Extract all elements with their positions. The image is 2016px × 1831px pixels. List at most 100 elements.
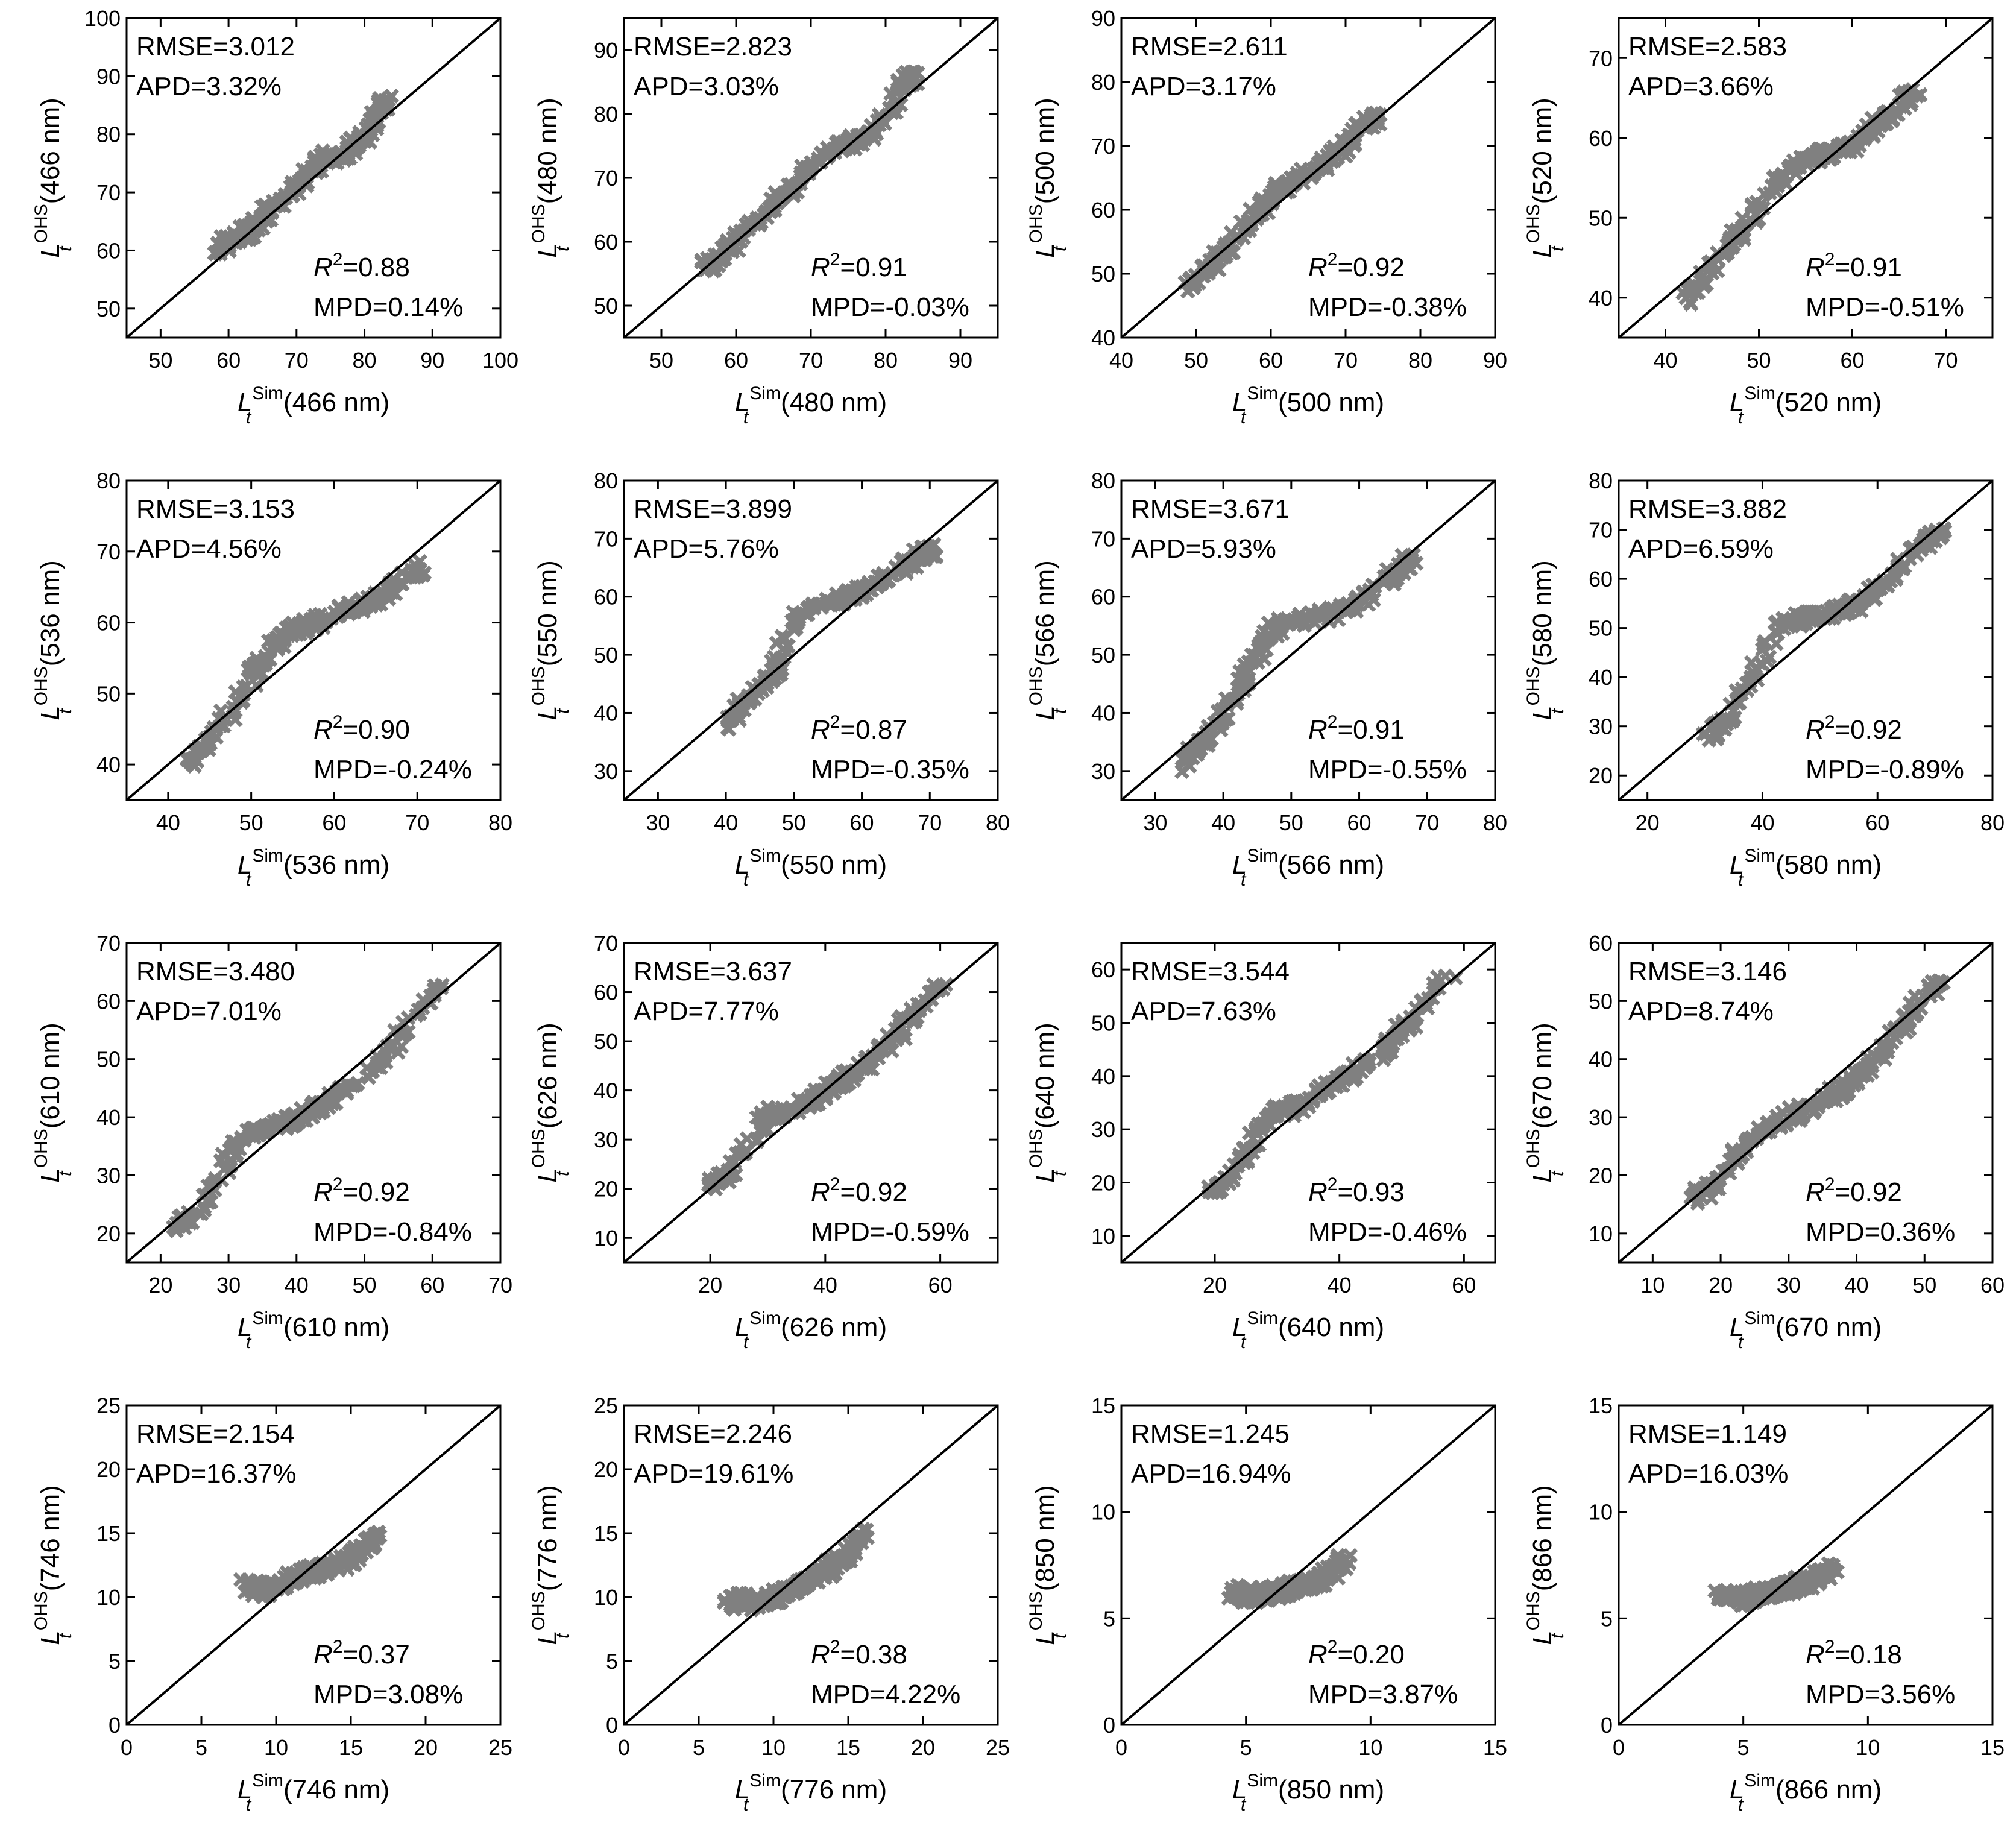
data-point [1703,254,1718,269]
y-axis-label-symbol: L [1030,705,1060,720]
x-axis-label: LSim(550 nm) [735,846,887,880]
data-point [694,253,710,268]
x-tick-label: 20 [1709,1273,1733,1297]
r2-value: =0.91 [1835,253,1901,282]
x-axis-label-symbol: L [238,388,252,417]
panel-626-nm: 20 40 60 10 20 30 40 50 60 70 RMSE=3.637 APD=7.77% R… [529,931,999,1352]
x-axis-label: LSim(850 nm) [1232,1771,1384,1804]
one-to-one-line [623,479,999,801]
mpd-annotation: MPD=-0.89% [1806,755,1964,784]
y-tick-label: 20 [1589,1163,1613,1188]
data-point [381,591,397,607]
mpd-annotation: MPD=0.14% [313,292,463,322]
x-axis-label-subscript: t [246,870,252,890]
y-axis-label: LOHS(626 nm) [529,1023,562,1183]
axes-frame [623,942,999,1264]
data-point [772,655,787,670]
y-tick-label: 20 [96,1457,121,1482]
data-point [1864,1064,1880,1080]
r2-exponent: 2 [830,250,840,269]
x-tick-label: 40 [285,1273,309,1297]
y-axis-label-subscript: t [1548,245,1567,251]
y-tick-label: 80 [594,468,618,493]
y-axis-label-symbol: L [533,1168,562,1182]
rmse-annotation: RMSE=3.012 [136,32,295,61]
y-axis-label-band: (520 nm) [1528,98,1557,204]
x-tick-label: 70 [799,348,823,373]
y-tick-label: 30 [594,1127,618,1152]
x-tick-label: 50 [1912,1273,1936,1297]
data-point [1342,1064,1358,1080]
y-axis-label-subscript: t [553,1170,573,1176]
r2-annotation: R2=0.37 [313,1637,410,1669]
x-tick-label: 70 [405,810,429,835]
apd-annotation: APD=5.76% [634,534,779,564]
x-axis-label-subscript: t [1738,408,1744,427]
y-axis-label-band: (566 nm) [1030,560,1060,666]
r2-symbol: R [811,253,830,282]
y-tick-label: 40 [96,752,121,777]
x-axis-label: LSim(500 nm) [1232,383,1384,417]
mpd-annotation: MPD=4.22% [811,1680,960,1709]
data-point [319,610,335,626]
x-tick-label: 10 [264,1735,288,1760]
y-tick-label: 40 [594,701,618,725]
x-axis-label-symbol: L [1730,850,1744,880]
y-tick-label: 80 [96,468,121,493]
panel-566-nm: 30 40 50 60 70 80 30 40 50 60 70 80 RMSE=3.671 APD=5.… [1026,468,1507,890]
data-point [1900,1011,1915,1026]
data-point [1754,641,1770,657]
x-axis-label-band: (640 nm) [1278,1313,1384,1342]
x-tick-label: 20 [1636,810,1660,835]
data-point [1852,138,1868,153]
data-point [1788,166,1804,181]
panel-480-nm: 50 60 70 80 90 50 60 70 80 90 RMSE=2.823 APD=3.03% R… [529,17,999,427]
r2-symbol: R [1806,715,1825,745]
data-point [1346,596,1361,612]
x-tick-label: 40 [156,810,180,835]
x-tick-label: 90 [1483,348,1507,373]
data-point [256,207,271,222]
x-axis-label-superscript: Sim [1247,383,1278,403]
x-axis-label-superscript: Sim [1744,846,1775,866]
y-tick-label: 50 [1091,1011,1115,1036]
x-axis-label-symbol: L [1730,1313,1744,1342]
r2-value: =0.91 [1337,715,1404,745]
data-point [1195,736,1211,751]
x-axis-label-symbol: L [1232,1313,1247,1342]
y-tick-label: 50 [96,297,121,321]
y-axis-label-group: LOHS(626 nm)t [529,1023,573,1183]
y-tick-label: 60 [1589,931,1613,956]
y-tick-label: 90 [594,38,618,63]
data-point [1736,218,1752,233]
one-to-one-line [1618,479,1994,801]
data-point [1740,1131,1756,1147]
y-tick-label: 40 [96,1105,121,1130]
x-tick-label: 40 [1750,810,1774,835]
y-tick-label: 80 [96,122,121,147]
data-point [358,121,374,136]
data-point [1865,577,1880,593]
y-tick-label: 50 [594,643,618,667]
data-point [1292,606,1308,622]
y-tick-label: 30 [1091,759,1115,784]
x-axis-label-band: (520 nm) [1775,388,1882,417]
y-tick-label: 25 [96,1393,121,1418]
data-point [1369,116,1384,131]
r2-annotation: R2=0.91 [1806,250,1902,282]
y-axis-label: LOHS(746 nm) [31,1485,65,1645]
data-point [774,629,790,644]
apd-annotation: APD=16.03% [1628,1459,1788,1489]
data-point [203,1178,219,1194]
y-axis-label-group: LOHS(550 nm)t [529,560,573,720]
r2-annotation: R2=0.92 [1806,1174,1902,1207]
mpd-annotation: MPD=3.56% [1806,1680,1955,1709]
x-tick-label: 50 [353,1273,377,1297]
data-point [1786,153,1801,168]
r2-exponent: 2 [1825,712,1835,732]
y-axis-label-band: (580 nm) [1528,560,1557,666]
x-tick-label: 40 [1653,348,1677,373]
y-axis-label-group: LOHS(500 nm)t [1026,98,1070,258]
y-tick-label: 40 [1091,1064,1115,1089]
y-axis-label: LOHS(520 nm) [1523,98,1557,258]
